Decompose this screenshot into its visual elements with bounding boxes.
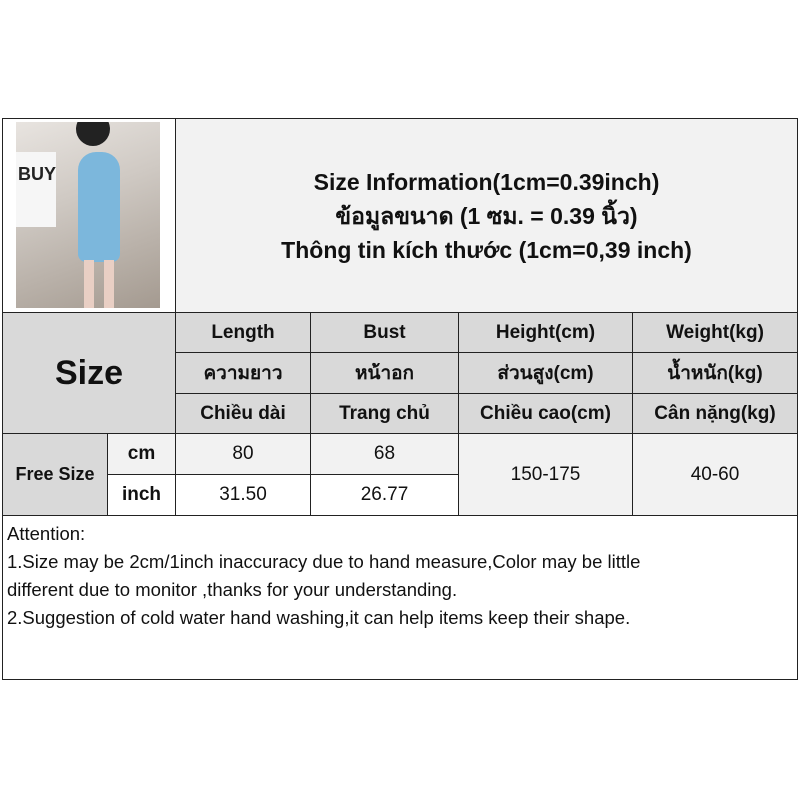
attention-heading: Attention: (7, 523, 86, 544)
leg (104, 260, 114, 308)
unit-inch: inch (107, 474, 176, 516)
header-bust-en: Bust (310, 312, 459, 353)
leg (84, 260, 94, 308)
bust-inch: 26.77 (310, 474, 459, 516)
header-length-vi: Chiều dài (175, 393, 311, 434)
header-length-en: Length (175, 312, 311, 353)
header-bust-vi: Trang chủ (310, 393, 459, 434)
attention-notes: Attention: 1.Size may be 2cm/1inch inacc… (2, 515, 798, 680)
header-height-en: Height(cm) (458, 312, 633, 353)
bust-cm: 68 (310, 433, 459, 475)
length-inch: 31.50 (175, 474, 311, 516)
header-length-th: ความยาว (175, 352, 311, 394)
title-cell: Size Information(1cm=0.39inch) ข้อมูลขนา… (175, 118, 798, 313)
product-photo: BUY (16, 122, 160, 308)
header-height-vi: Chiều cao(cm) (458, 393, 633, 434)
header-weight-vi: Cân nặng(kg) (632, 393, 798, 434)
attention-line: different due to monitor ,thanks for you… (7, 579, 458, 600)
height-value: 150-175 (458, 433, 633, 516)
header-bust-th: หน้าอก (310, 352, 459, 394)
header-weight-en: Weight(kg) (632, 312, 798, 353)
title-vi: Thông tin kích thước (1cm=0,39 inch) (281, 236, 692, 263)
title-th: ข้อมูลขนาด (1 ซม. = 0.39 นิ้ว) (335, 202, 638, 229)
title-en: Size Information(1cm=0.39inch) (313, 168, 660, 195)
header-height-th: ส่วนสูง(cm) (458, 352, 633, 394)
header-weight-th: น้ำหนัก(kg) (632, 352, 798, 394)
length-cm: 80 (175, 433, 311, 475)
size-header: Size (2, 312, 176, 434)
shopping-bag: BUY (16, 152, 56, 227)
unit-cm: cm (107, 433, 176, 475)
size-free: Free Size (2, 433, 108, 516)
attention-line: 2.Suggestion of cold water hand washing,… (7, 607, 631, 628)
bag-text: BUY (18, 164, 57, 184)
weight-value: 40-60 (632, 433, 798, 516)
attention-line: 1.Size may be 2cm/1inch inaccuracy due t… (7, 551, 641, 572)
model-head (76, 122, 110, 146)
blue-dress (78, 152, 120, 262)
